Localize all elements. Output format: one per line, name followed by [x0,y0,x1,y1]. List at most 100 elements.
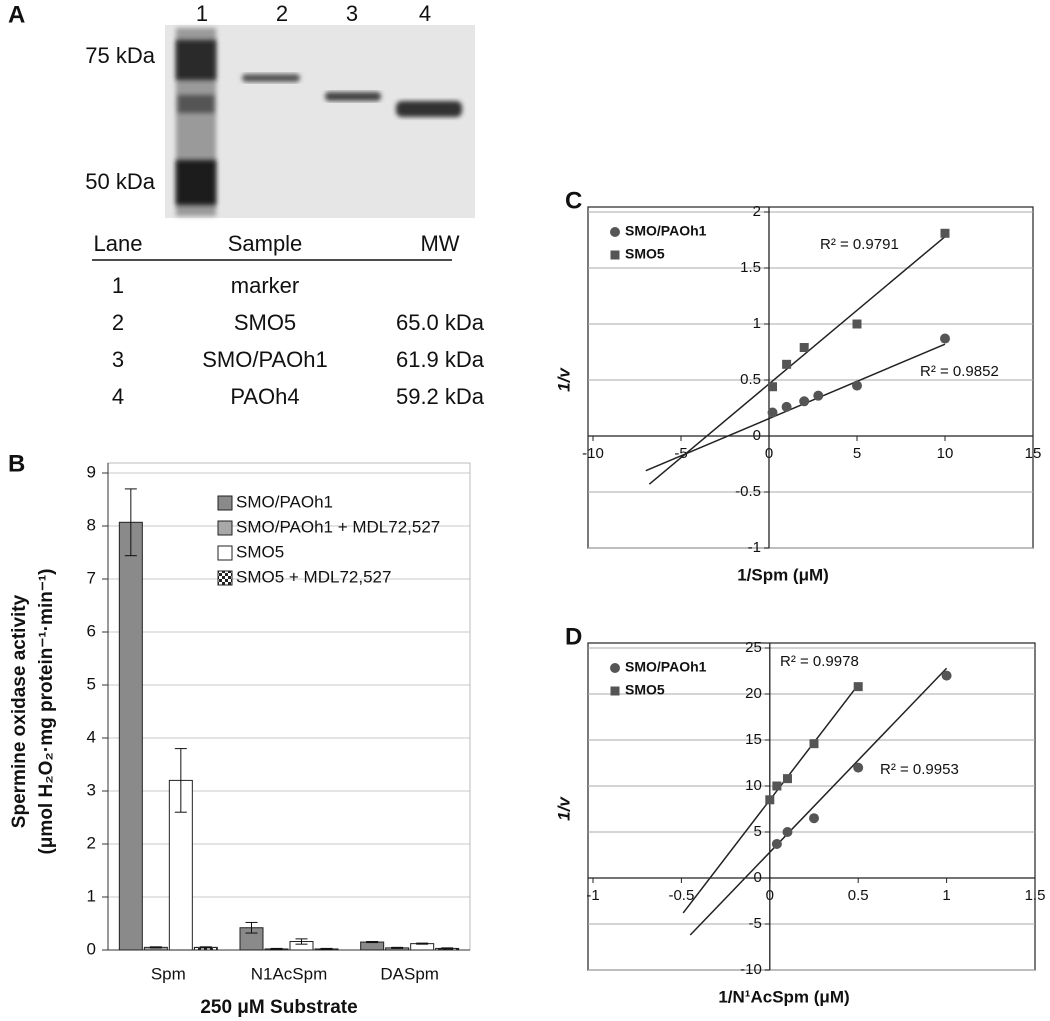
error-bar [366,941,379,944]
table-cell: 59.2 kDa [396,384,485,409]
error-bar [174,748,187,813]
y-tick-label: -5 [748,915,761,932]
table-header: MW [420,231,459,256]
y-tick-label: 10 [745,777,762,794]
x-axis-label: 250 μM Substrate [200,997,357,1018]
table-header: Lane [94,231,143,256]
table-cell: SMO5 [234,310,296,335]
legend-marker [610,663,620,673]
point [768,382,778,392]
table-cell: SMO/PAOh1 [202,347,328,372]
error-bar [320,947,333,950]
x-tick-label: 1.5 [1025,887,1046,904]
bar [118,521,143,951]
y-tick-label: 1 [753,315,761,332]
y-tick-label: 4 [87,727,96,746]
x-axis-label: 1/Spm (μM) [737,565,829,584]
y-tick-label: -10 [740,961,762,978]
point [940,333,950,344]
error-bar [391,946,404,949]
table-cell: 4 [112,384,124,409]
trendline [645,343,946,472]
y-tick-label: 7 [87,568,96,587]
y-tick-label: 3 [87,780,96,799]
legend-marker [610,227,620,237]
lane-number: 4 [419,1,431,26]
y-axis-label: 1/v [554,796,573,821]
point [771,838,782,849]
point [940,228,950,238]
y-axis-label: (μmol H₂O₂·mg protein⁻¹·min⁻¹) [36,568,57,854]
point [809,739,819,749]
error-bar [270,947,283,950]
x-tick-label: -0.5 [668,887,694,904]
panel-label: D [565,623,582,650]
y-tick-label: 6 [87,621,96,640]
y-tick-label: 15 [745,731,762,748]
point [852,319,862,329]
lane-number: 2 [276,1,288,26]
trendline [689,667,948,936]
y-tick-label: 20 [745,685,762,702]
y-tick-label: -0.5 [735,483,761,500]
legend-swatch [217,495,233,511]
legend-swatch [217,545,233,561]
legend-label: SMO/PAOh1 [625,223,707,239]
error-bar [295,938,308,945]
y-axis-label: Spermine oxidase activity [9,594,30,828]
point [853,762,864,773]
point [781,401,792,412]
y-tick-label: 0 [87,939,96,958]
x-tick-label: 10 [937,445,954,462]
x-tick-label: 0.5 [848,887,869,904]
y-tick-label: 9 [87,462,96,481]
legend-label: SMO/PAOh1 [625,659,707,675]
legend-label: SMO5 [625,246,665,262]
x-tick-label: -10 [582,445,604,462]
lane-number: 3 [346,1,358,26]
r2-annotation: R² = 0.9953 [880,761,959,778]
y-tick-label: -1 [748,539,761,556]
r2-annotation: R² = 0.9791 [820,236,899,253]
point [941,670,952,681]
table-cell: 61.9 kDa [396,347,485,372]
trendline [648,236,946,485]
table-cell: marker [231,273,299,298]
point [809,813,819,824]
panel-label: A [8,1,25,28]
error-bar [199,946,212,949]
legend-marker [610,686,620,696]
legend-label: SMO5 [236,542,284,561]
point [853,682,863,692]
legend-label: SMO/PAOh1 [236,492,333,511]
x-tick-label: DASpm [380,964,439,983]
x-tick-label: Spm [151,964,186,983]
error-bar [149,946,162,949]
x-tick-label: 15 [1025,445,1042,462]
point [772,781,782,791]
bar [360,941,385,951]
marker-label: 50 kDa [85,169,155,194]
legend-label: SMO/PAOh1 + MDL72,527 [236,517,440,536]
point [765,795,775,805]
point [782,827,793,837]
x-tick-label: N1AcSpm [251,964,328,983]
panel-label: B [8,450,25,477]
legend-swatch [217,520,233,536]
error-bar [124,488,137,557]
x-tick-label: 5 [853,445,861,462]
panel-label: C [565,187,582,214]
point [782,774,792,784]
point [813,390,824,401]
y-tick-label: 0.5 [740,371,761,388]
y-tick-label: 5 [87,674,96,693]
point [782,359,792,369]
table-cell: PAOh4 [230,384,299,409]
table-cell: 1 [112,273,124,298]
r2-annotation: R² = 0.9852 [920,363,999,380]
y-tick-label: 1.5 [740,259,761,276]
error-bar [245,921,258,934]
error-bar [416,942,429,945]
legend-label: SMO5 [625,682,665,698]
